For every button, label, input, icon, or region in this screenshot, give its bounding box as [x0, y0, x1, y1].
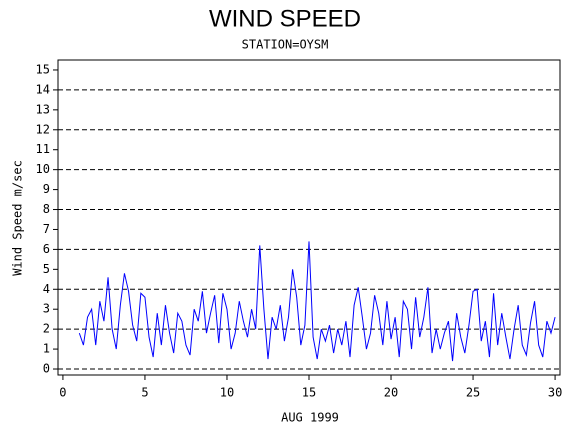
chart-subtitle: STATION=OYSM: [242, 38, 329, 52]
y-tick-label: 4: [43, 282, 50, 296]
y-tick-label: 10: [36, 162, 50, 176]
y-tick-label: 13: [36, 102, 50, 116]
y-tick-label: 6: [43, 242, 50, 256]
y-axis-label: Wind Speed m/sec: [11, 160, 25, 276]
chart-title: WIND SPEED: [209, 5, 361, 32]
y-tick-label: 0: [43, 362, 50, 376]
x-tick-label: 10: [220, 386, 234, 400]
x-tick-label: 20: [384, 386, 398, 400]
data-line: [78, 241, 556, 362]
x-tick-label: 5: [141, 386, 148, 400]
y-tick-label: 12: [36, 122, 50, 136]
y-tick-label: 1: [43, 342, 50, 356]
x-tick-label: 15: [302, 386, 316, 400]
y-tick-label: 14: [36, 82, 50, 96]
y-tick-label: 11: [36, 142, 50, 156]
y-tick-label: 9: [43, 182, 50, 196]
y-tick-label: 2: [43, 322, 50, 336]
x-axis-label: AUG 1999: [281, 411, 339, 425]
y-tick-label: 3: [43, 302, 50, 316]
x-tick-label: 25: [466, 386, 480, 400]
y-tick-label: 15: [36, 62, 50, 76]
x-tick-label: 30: [548, 386, 562, 400]
y-tick-label: 7: [43, 222, 50, 236]
y-tick-label: 5: [43, 262, 50, 276]
x-tick-label: 0: [59, 386, 66, 400]
y-tick-label: 8: [43, 202, 50, 216]
